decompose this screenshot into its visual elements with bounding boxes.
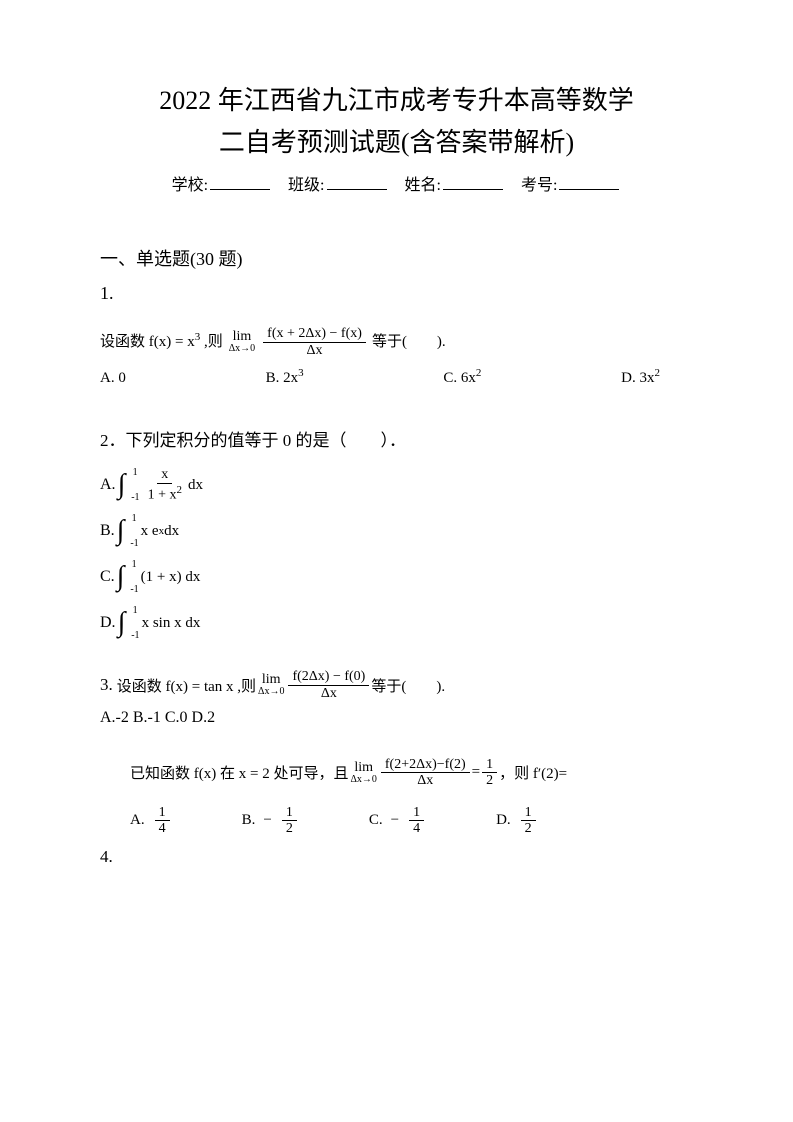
q1-frac: f(x + 2Δx) − f(x) Δx [263,326,366,358]
q2-optA: A. ∫1-1 x 1 + x2 dx [100,469,693,501]
class-blank [327,174,387,190]
q4-optC: C. − 14 [369,805,426,837]
q2-optB: B. ∫1-1 x ex dx [100,515,693,547]
q1-stem: 设函数 f(x) = x3 ,则 lim Δx→0 f(x + 2Δx) − f… [100,324,693,360]
question-2: 2．下列定积分的值等于 0 的是（ ）． A. ∫1-1 x 1 + x2 dx… [100,426,693,639]
q4-stem: 已知函数 f(x) 在 x = 2 处可导，且 lim Δx→0 f(2+2Δx… [130,757,693,789]
q1-optA: A. 0 [100,360,126,396]
q1-optD: D. 3x2 [621,360,660,396]
class-label: 班级: [288,177,324,194]
q3-options: A.-2 B.-1 C.0 D.2 [100,709,693,727]
q2-optC: C. ∫1-1 (1 + x) dx [100,561,693,593]
school-label: 学校: [172,177,208,194]
q1-lim: lim Δx→0 [229,330,255,354]
q1-options: A. 0 B. 2x3 C. 6x2 D. 3x2 [100,360,660,396]
integral-sign: ∫1-1 x 1 + x2 dx [118,469,203,501]
title-line2: 二自考预测试题(含答案带解析) [100,122,693,164]
name-blank [443,174,503,190]
q2-stem: 2．下列定积分的值等于 0 的是（ ）． [100,426,693,451]
section-title: 一、单选题(30 题) [100,245,693,271]
q1-stem-pre: 设函数 f(x) = x3 ,则 [100,324,223,360]
q4-optA: A. 14 [130,805,172,837]
id-blank [559,174,619,190]
question-1: 1. 设函数 f(x) = x3 ,则 lim Δx→0 f(x + 2Δx) … [100,283,693,396]
q3-stem: 3. 设函数 f(x) = tan x ,则 lim Δx→0 f(2Δx) −… [100,669,693,701]
question-3: 3. 设函数 f(x) = tan x ,则 lim Δx→0 f(2Δx) −… [100,669,693,727]
page-title: 2022 年江西省九江市成考专升本高等数学 二自考预测试题(含答案带解析) [100,80,693,163]
id-label: 考号: [521,177,557,194]
school-blank [210,174,270,190]
q1-optB: B. 2x3 [266,360,304,396]
question-4: 已知函数 f(x) 在 x = 2 处可导，且 lim Δx→0 f(2+2Δx… [100,757,693,867]
q1-stem-post: 等于( ). [372,324,446,360]
q4-optD: D. 12 [496,805,538,837]
name-label: 姓名: [405,177,441,194]
q4-number: 4. [100,847,693,867]
info-line: 学校: 班级: 姓名: 考号: [100,171,693,195]
q1-number: 1. [100,283,693,304]
q4-options: A. 14 B. − 12 C. − 14 D. 12 [130,805,693,837]
q2-optD: D. ∫1-1 x sin x dx [100,607,693,639]
q1-optC: C. 6x2 [443,360,481,396]
q1-content: 设函数 f(x) = x3 ,则 lim Δx→0 f(x + 2Δx) − f… [100,324,693,396]
q4-optB: B. − 12 [242,805,299,837]
title-line1: 2022 年江西省九江市成考专升本高等数学 [100,80,693,122]
